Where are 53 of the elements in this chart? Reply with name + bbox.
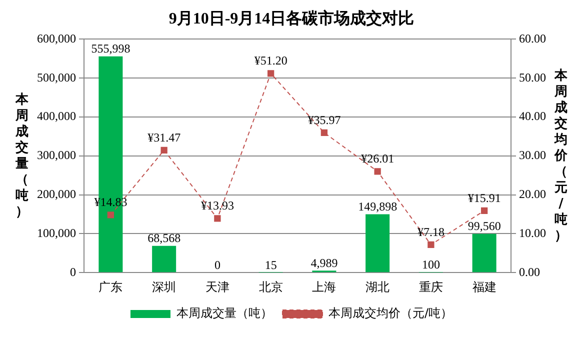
y-tick-label: 400,000	[37, 109, 76, 124]
point	[320, 129, 328, 136]
y2-tick-label: 30.00	[519, 148, 546, 162]
bar	[366, 214, 390, 272]
y-tick-label: 500,000	[37, 70, 76, 84]
data-label: 4,989	[310, 256, 338, 270]
y2-tick-label: 40.00	[519, 109, 546, 124]
point	[480, 207, 488, 214]
text: 本周成交均价（元/吨）	[554, 68, 568, 244]
x-tick-label: 上海	[312, 280, 336, 294]
point	[160, 146, 168, 154]
data-label: 15	[264, 258, 277, 272]
y-tick-label: 0	[70, 264, 76, 279]
x-tick-label: 重庆	[418, 280, 443, 294]
point	[428, 241, 434, 248]
x-tick-label: 天津	[205, 280, 230, 294]
y-axis-title: 本周成交量（吨）	[14, 92, 30, 220]
data-label: ¥7.18	[417, 224, 444, 239]
data-label: 149,898	[358, 199, 398, 214]
x-tick-label: 北京	[258, 280, 283, 294]
legend-label: 本周成交量（吨）	[176, 306, 272, 320]
chart-title: 9月10日-9月14日各碳市场成交对比	[168, 8, 414, 28]
y2-tick-label: 50.00	[519, 70, 546, 84]
data-label: ¥26.01	[361, 152, 394, 166]
data-label: 555,998	[91, 41, 130, 56]
y2-tick-label: 20.00	[519, 186, 546, 201]
data-label: 68,568	[148, 231, 181, 246]
bar	[152, 246, 176, 272]
y2-tick-label: 10.00	[519, 226, 546, 240]
data-label: ¥51.20	[254, 54, 288, 68]
point	[374, 168, 381, 175]
data-label: 100	[422, 258, 440, 272]
x-tick-label: 湖北	[366, 280, 390, 294]
y-tick-label: 300,000	[37, 148, 76, 162]
bar	[472, 234, 496, 272]
y-tick-label: 600,000	[37, 31, 76, 46]
point	[267, 70, 274, 77]
data-label: ¥35.97	[308, 112, 341, 127]
y-tick-label: 200,000	[37, 186, 76, 201]
data-label: ¥15.91	[468, 190, 501, 205]
y-tick-label: 100,000	[37, 226, 76, 240]
legend-label: 本周成交均价（元/吨）	[328, 306, 453, 320]
x-tick-label: 福建	[472, 280, 496, 294]
x-tick-label: 深圳	[152, 280, 176, 294]
point	[214, 215, 221, 222]
x-tick-label: 广东	[98, 280, 123, 294]
data-label: ¥31.47	[148, 130, 181, 144]
point	[107, 212, 114, 218]
data-label: 0	[214, 258, 220, 272]
y2-tick-label: 0.00	[519, 264, 540, 279]
y2-tick-label: 60.00	[519, 31, 546, 46]
data-label: 99,560	[468, 219, 501, 234]
data-label: ¥13.93	[200, 198, 234, 213]
